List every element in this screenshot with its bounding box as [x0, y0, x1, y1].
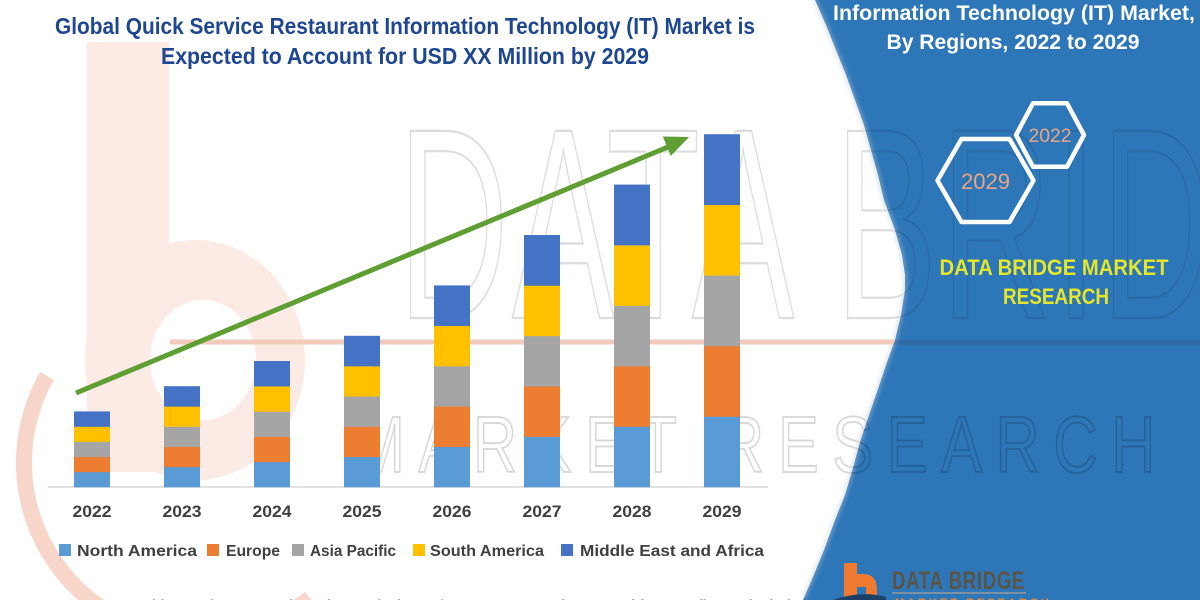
svg-text:By Regions, 2022 to 2029: By Regions, 2022 to 2029: [887, 31, 1140, 54]
svg-text:Asia Pacific: Asia Pacific: [310, 543, 396, 560]
svg-text:2027: 2027: [523, 502, 562, 521]
svg-text:South America: South America: [430, 543, 544, 560]
svg-text:Information Technology (IT) Ma: Information Technology (IT) Market,: [833, 2, 1195, 25]
svg-text:DATA BRIDGE MARKET: DATA BRIDGE MARKET: [940, 255, 1170, 280]
svg-text:Middle East and Africa: Middle East and Africa: [580, 543, 764, 560]
svg-text:North America: North America: [77, 543, 197, 560]
svg-text:Europe: Europe: [226, 543, 280, 560]
svg-text:2029: 2029: [703, 502, 742, 521]
svg-text:2028: 2028: [613, 502, 652, 521]
svg-text:2022: 2022: [73, 502, 112, 521]
svg-text:RESEARCH: RESEARCH: [1003, 284, 1109, 309]
svg-text:2029: 2029: [961, 169, 1010, 194]
svg-text:2023: 2023: [163, 502, 202, 521]
svg-text:2025: 2025: [343, 502, 382, 521]
svg-text:Global Quick Service Restauran: Global Quick Service Restaurant Informat…: [55, 13, 755, 39]
svg-text:Expected to Account for USD XX: Expected to Account for USD XX Million b…: [161, 43, 649, 69]
svg-text:2022: 2022: [1029, 126, 1072, 147]
svg-text:2026: 2026: [433, 502, 472, 521]
svg-text:DATA BRIDGE: DATA BRIDGE: [892, 567, 1025, 595]
svg-text:2024: 2024: [253, 502, 293, 521]
